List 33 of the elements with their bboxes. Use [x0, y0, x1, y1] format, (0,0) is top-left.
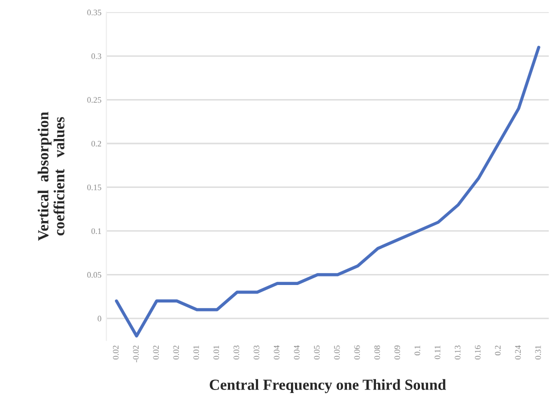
- x-tick-label: 0.24: [515, 345, 521, 360]
- x-tick-label: 0.09: [394, 346, 400, 360]
- y-tick-label: 0.3: [91, 53, 102, 60]
- x-tick-label: 0.01: [193, 346, 200, 360]
- x-tick-label: 0.13: [454, 345, 460, 360]
- x-tick-label: 0.01: [213, 346, 220, 360]
- x-tick-label: 0.02: [112, 346, 119, 360]
- x-tick-label: 0.1: [414, 346, 420, 356]
- x-tick-label: 0.31: [535, 346, 541, 360]
- x-tick-label: 0.02: [153, 346, 159, 360]
- x-tick-label: 0.16: [474, 345, 481, 360]
- x-tick-label: 0.08: [374, 345, 380, 360]
- x-tick-label: 0.03: [234, 345, 240, 360]
- x-tick-label: 0.11: [434, 346, 440, 360]
- x-axis-title: Central Frequency one Third Sound: [210, 379, 446, 394]
- y-tick-label: 0.05: [87, 272, 102, 278]
- x-tick-label: 0.2: [494, 346, 501, 356]
- y-tick-label: 0.1: [91, 228, 102, 234]
- y-axis-title: Vertical absorption coefficient values: [38, 112, 64, 241]
- x-tick-label: 0.06: [354, 345, 360, 360]
- line-series: [114, 46, 540, 338]
- y-tick-label: 0: [98, 316, 102, 322]
- x-tick-label: 0.04: [294, 345, 300, 360]
- y-tick-label: 0.35: [87, 10, 102, 16]
- x-tick-label: 0.05: [314, 345, 320, 360]
- x-tick-label: 0.02: [173, 346, 179, 360]
- x-tick-label: -0.02: [133, 346, 139, 362]
- x-tick-label: 0.04: [274, 345, 280, 360]
- x-tick-label: 0.03: [254, 345, 260, 360]
- y-tick-label: 0.25: [87, 97, 102, 103]
- y-tick-label: 0.2: [91, 140, 102, 147]
- x-tick-label: 0.05: [334, 345, 340, 360]
- y-tick-label: 0.15: [87, 184, 102, 190]
